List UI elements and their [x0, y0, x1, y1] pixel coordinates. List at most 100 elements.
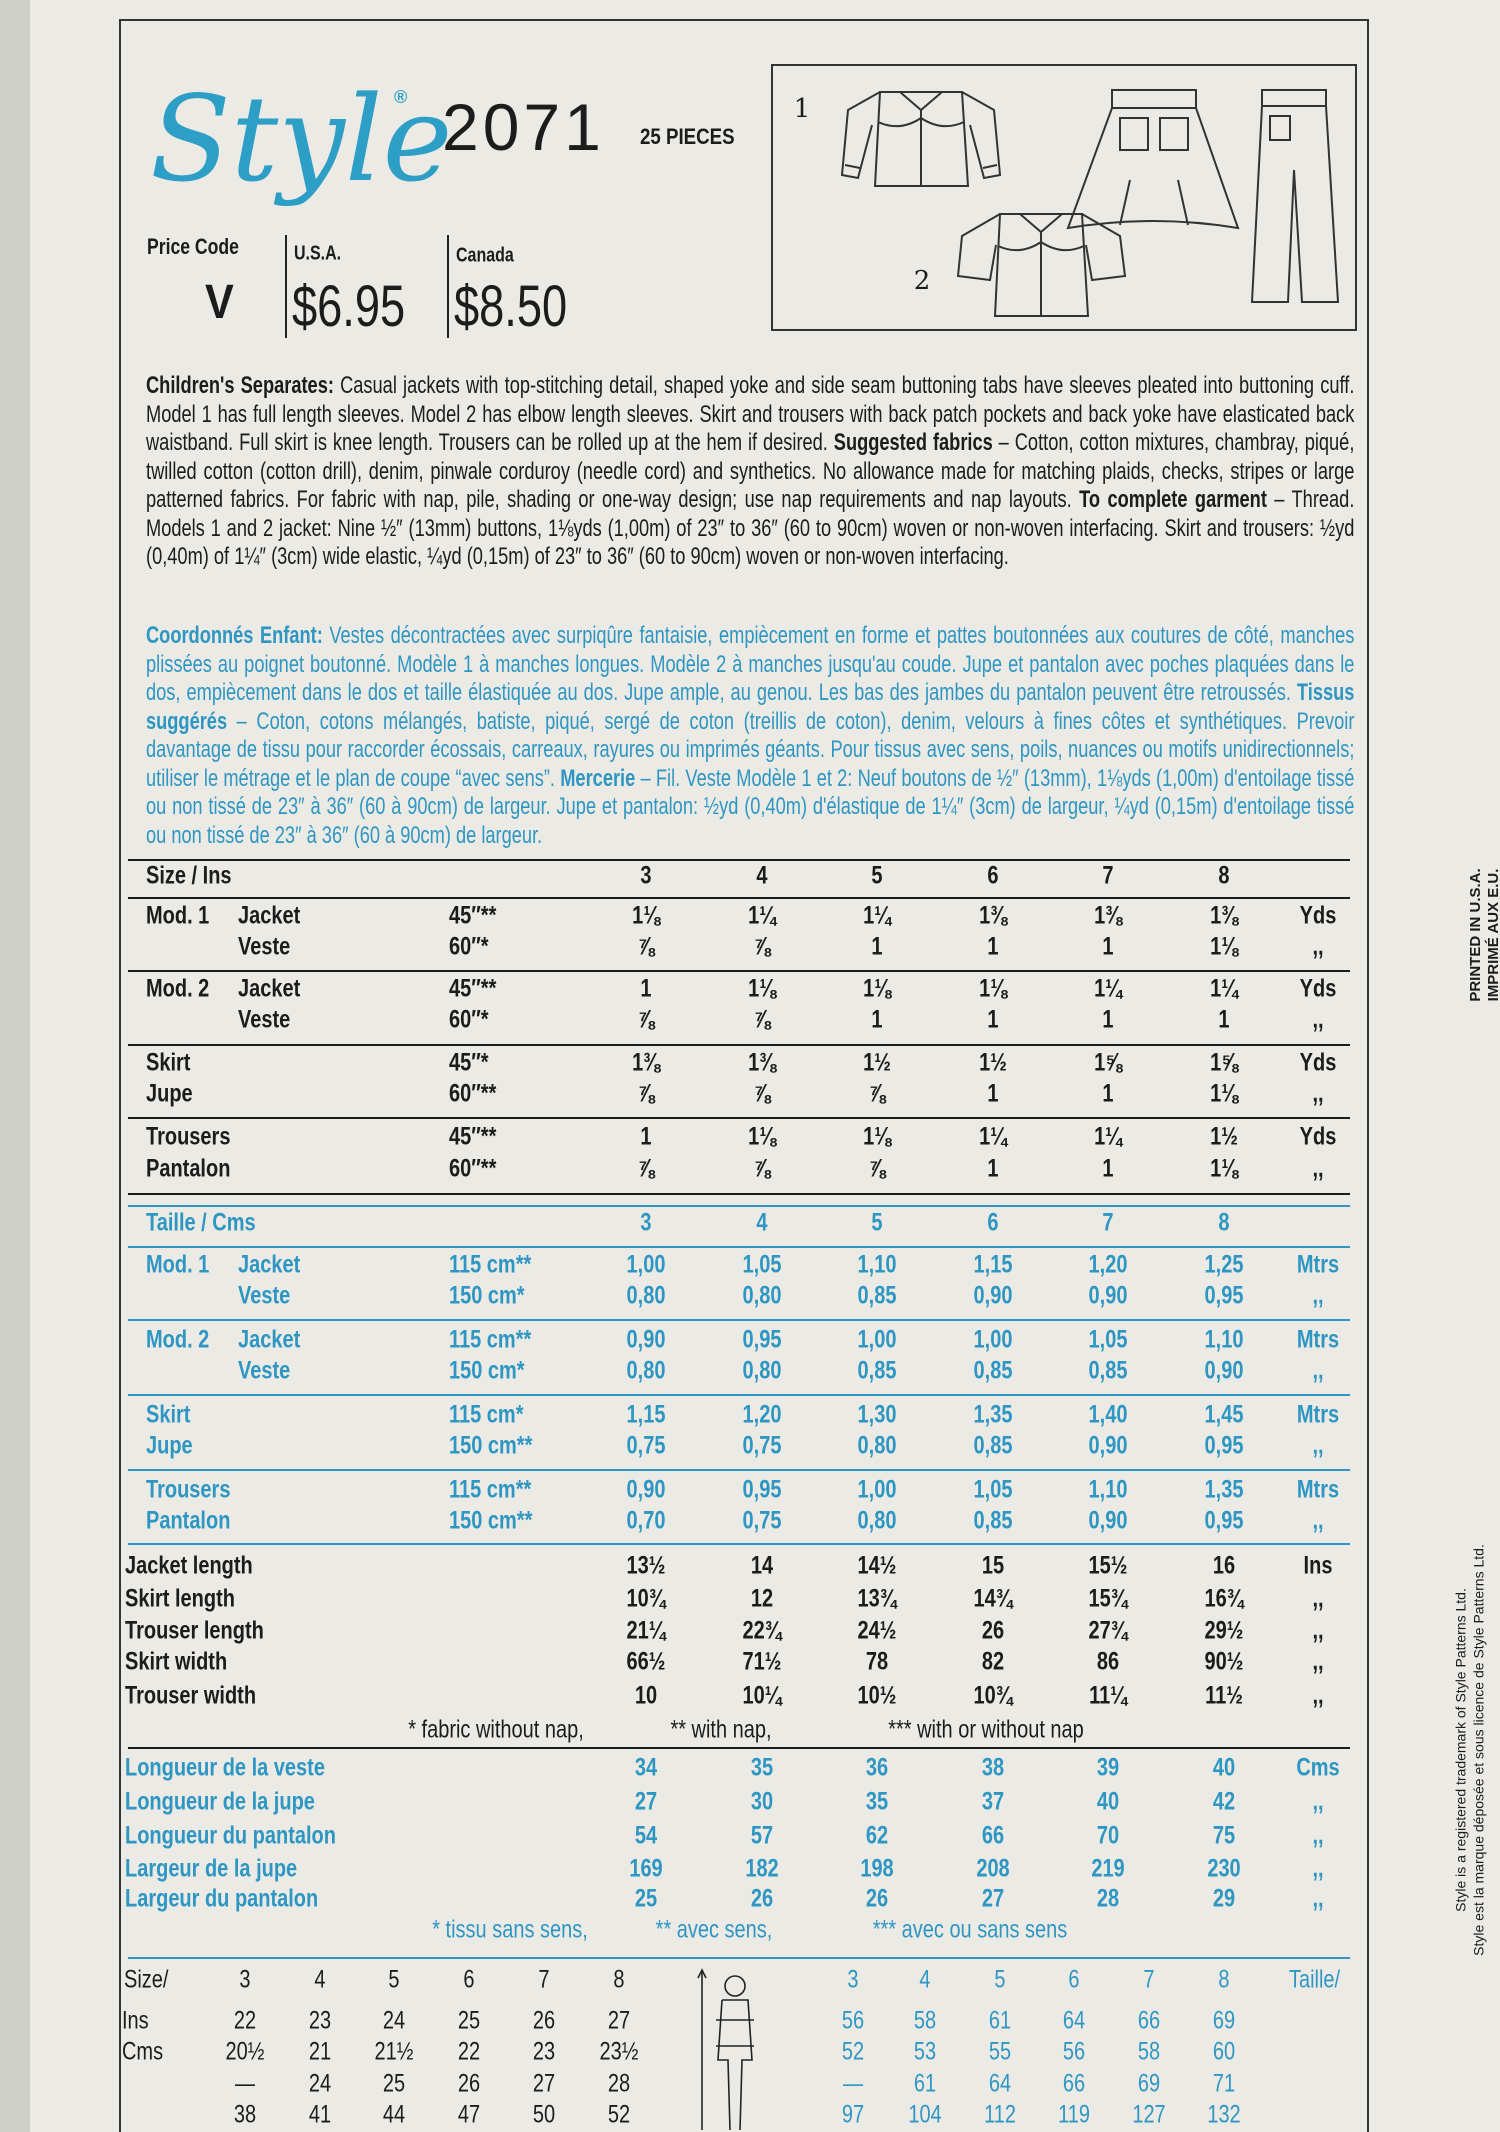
measurement-value: 10¾ [974, 1682, 1015, 1710]
unit: ,, [1312, 1682, 1323, 1710]
unit: ,, [1312, 1822, 1323, 1850]
yardage-value: 0,80 [743, 1357, 782, 1385]
illustration-frame [771, 64, 1357, 331]
piece-count: 25 PIECES [640, 126, 735, 150]
measurement-value: 25 [635, 1885, 657, 1913]
size-header: 5 [871, 1209, 882, 1237]
measurement-value: 219 [1091, 1855, 1124, 1883]
yardage-value: ⅞ [869, 1080, 888, 1108]
measurement-value: 75 [1213, 1822, 1235, 1850]
size-header: 7 [1102, 862, 1113, 890]
text-run: – Coton, cotons mélangés, batiste, piqué… [146, 707, 1355, 792]
measurement-value: 16 [1213, 1552, 1235, 1580]
measurement-label: Trouser length [125, 1617, 264, 1645]
size-header: 4 [314, 1966, 325, 1994]
yardage-value: 1⅜ [748, 1049, 778, 1077]
fabric-width: 150 cm** [449, 1432, 533, 1460]
measurement-label: Jacket length [125, 1552, 253, 1580]
measurement-value: 66 [982, 1822, 1004, 1850]
fabric-width: 115 cm** [449, 1251, 531, 1279]
measurement-value: 26 [751, 1885, 773, 1913]
yardage-value: ⅞ [869, 1155, 888, 1183]
garment-label: Jacket [238, 975, 301, 1003]
garment-label: Pantalon [146, 1155, 230, 1183]
yardage-value: 1,05 [1089, 1326, 1128, 1354]
body-ins: 23 [309, 2007, 331, 2035]
footnote: * tissu sans sens, [432, 1916, 588, 1944]
measurement-value: 15 [982, 1552, 1004, 1580]
yardage-value: 0,85 [974, 1357, 1013, 1385]
figure-head [724, 1975, 746, 1997]
size-header: 4 [756, 1209, 767, 1237]
yardage-value: ⅞ [754, 933, 773, 961]
unit: ,, [1312, 1648, 1323, 1676]
measurement-value: 10½ [858, 1682, 897, 1710]
yardage-value: 0,95 [1205, 1282, 1244, 1310]
unit: ,, [1312, 1585, 1323, 1613]
yardage-value: 0,90 [627, 1326, 666, 1354]
measurement-value: 14 [751, 1552, 774, 1580]
garment-label: Pantalon [146, 1507, 230, 1535]
measurement-value: 14½ [858, 1552, 897, 1580]
yardage-value: 1 [871, 1006, 882, 1034]
yardage-value: 1⅝ [1210, 1049, 1240, 1077]
yardage-value: 0,80 [858, 1432, 897, 1460]
garment-label: Jacket [238, 1251, 301, 1279]
measurement-label: Longueur de la veste [125, 1754, 325, 1782]
size-header: 4 [756, 862, 767, 890]
printed-in: IMPRIMÉ AUX E.U. [1485, 869, 1500, 1002]
yardage-value: 0,95 [1205, 1432, 1244, 1460]
garment-label: Veste [238, 933, 290, 961]
yardage-value: 1,45 [1205, 1401, 1244, 1429]
yardage-value: ⅞ [638, 1006, 657, 1034]
paper [30, 0, 1500, 2132]
measurement-value: 208 [976, 1855, 1009, 1883]
yardage-value: ⅞ [754, 1080, 773, 1108]
yardage-value: 1⅛ [748, 1123, 778, 1151]
yardage-value: 1,00 [858, 1476, 897, 1504]
yardage-value: 0,75 [627, 1432, 666, 1460]
yardage-value: ⅞ [638, 933, 657, 961]
yardage-value: 0,85 [974, 1432, 1013, 1460]
body-cms: 58 [1138, 2038, 1160, 2066]
measurement-value: 16¾ [1205, 1585, 1246, 1613]
trademark-note: Style is a registered trademark of Style… [1453, 1588, 1469, 1912]
measurement-value: 182 [745, 1855, 778, 1883]
jacket-2 [956, 213, 1127, 317]
body-cms: 56 [1063, 2038, 1085, 2066]
yardage-value: ⅞ [754, 1155, 773, 1183]
yardage-value: 1 [1102, 1080, 1113, 1108]
measurement-value: 24½ [858, 1617, 897, 1645]
yardage-value: 1 [1218, 1006, 1229, 1034]
measurement-value: 169 [629, 1855, 662, 1883]
yardage-value: 1 [987, 1155, 998, 1183]
size-header: 3 [239, 1966, 250, 1994]
yardage-value: 1⅜ [979, 902, 1009, 930]
body-cms: 71 [1213, 2070, 1235, 2098]
body-cms: 69 [1213, 2007, 1235, 2035]
body-cms: 55 [989, 2038, 1011, 2066]
canada-label: Canada [456, 244, 515, 266]
row-label: Ins [122, 2007, 149, 2035]
body-ins: 21½ [375, 2038, 414, 2066]
body-cms: 61 [989, 2007, 1011, 2035]
measurement-label: Largeur de la jupe [125, 1855, 297, 1883]
yardage-value: 1⅜ [1210, 902, 1240, 930]
measurement-value: 62 [866, 1822, 888, 1850]
garment-label: Veste [238, 1006, 290, 1034]
measurement-label: Skirt length [125, 1585, 235, 1613]
jacket-1 [840, 91, 1002, 187]
garment-label: Trousers [146, 1476, 230, 1504]
yardage-value: 1 [1102, 933, 1113, 961]
size-header: 8 [1218, 862, 1229, 890]
body-ins: 26 [533, 2007, 555, 2035]
body-ins: 41 [309, 2101, 331, 2129]
garment-label: Jacket [238, 902, 301, 930]
size-header: 7 [1143, 1966, 1154, 1994]
body-ins: 50 [533, 2101, 555, 2129]
fabric-width: 115 cm* [449, 1401, 524, 1429]
size-header: 5 [871, 862, 882, 890]
yardage-value: 1¼ [863, 902, 893, 930]
